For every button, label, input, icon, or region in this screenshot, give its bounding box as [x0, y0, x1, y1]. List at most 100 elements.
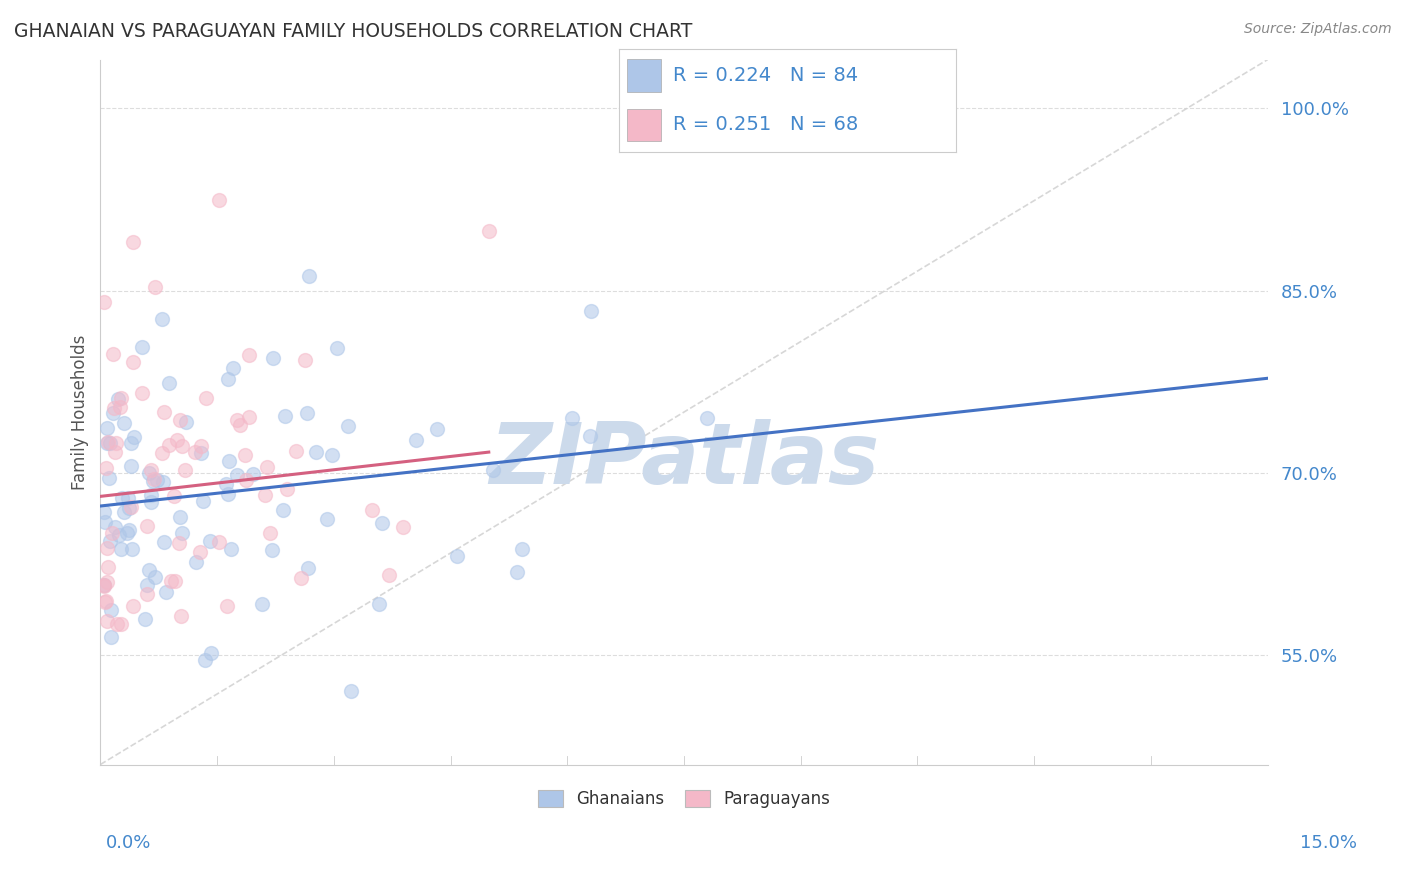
Point	[120, 435, 142, 450]
Point	[145, 570, 167, 584]
Point	[361, 503, 384, 517]
Point	[262, 543, 284, 558]
Point	[96, 421, 118, 435]
Text: R = 0.224   N = 84: R = 0.224 N = 84	[672, 66, 858, 86]
Point	[93, 578, 115, 592]
Point	[184, 445, 207, 459]
Point	[294, 793, 316, 807]
Point	[305, 445, 328, 459]
Point	[103, 347, 125, 361]
Point	[262, 351, 284, 365]
Point	[200, 646, 222, 660]
Text: GHANAIAN VS PARAGUAYAN FAMILY HOUSEHOLDS CORRELATION CHART: GHANAIAN VS PARAGUAYAN FAMILY HOUSEHOLDS…	[14, 22, 692, 41]
Point	[150, 446, 173, 460]
Text: R = 0.251   N = 68: R = 0.251 N = 68	[672, 115, 858, 135]
Point	[104, 520, 127, 534]
Point	[298, 268, 321, 283]
Point	[326, 341, 349, 355]
Point	[221, 542, 243, 557]
Point	[135, 518, 157, 533]
Point	[188, 782, 211, 797]
Point	[93, 295, 115, 310]
Point	[112, 505, 135, 519]
Point	[97, 471, 120, 485]
Point	[391, 520, 413, 534]
Point	[405, 433, 427, 447]
Point	[217, 372, 239, 386]
Point	[121, 355, 143, 369]
Point	[96, 614, 118, 628]
Point	[250, 597, 273, 611]
FancyBboxPatch shape	[627, 60, 661, 92]
Point	[96, 436, 118, 450]
Point	[155, 585, 177, 599]
Point	[194, 391, 217, 405]
Point	[110, 542, 132, 557]
Point	[138, 466, 160, 480]
Point	[141, 488, 163, 502]
Point	[98, 533, 121, 548]
Point	[153, 535, 176, 549]
Point	[426, 421, 449, 435]
Point	[108, 400, 131, 414]
Point	[215, 476, 238, 491]
Point	[143, 280, 166, 294]
Point	[166, 433, 188, 447]
Point	[217, 599, 239, 613]
Point	[193, 652, 215, 666]
Point	[94, 515, 117, 529]
Point	[143, 472, 166, 486]
Point	[134, 612, 156, 626]
Point	[96, 574, 118, 589]
Point	[118, 523, 141, 537]
Point	[103, 406, 125, 420]
Point	[478, 224, 501, 238]
Point	[184, 556, 207, 570]
Point	[482, 463, 505, 477]
Point	[259, 526, 281, 541]
Point	[170, 608, 193, 623]
Point	[115, 525, 138, 540]
Point	[506, 565, 529, 579]
Point	[120, 500, 142, 514]
Point	[254, 488, 277, 502]
Y-axis label: Family Households: Family Households	[72, 334, 89, 490]
Point	[96, 541, 118, 556]
Point	[276, 482, 298, 496]
Point	[107, 528, 129, 542]
Point	[225, 413, 247, 427]
Point	[193, 494, 215, 508]
Point	[165, 574, 187, 588]
Point	[208, 194, 231, 208]
Point	[190, 439, 212, 453]
Point	[139, 463, 162, 477]
Point	[510, 542, 533, 557]
Point	[122, 429, 145, 443]
Point	[160, 574, 183, 589]
Point	[190, 445, 212, 459]
Point	[578, 428, 600, 442]
FancyBboxPatch shape	[627, 109, 661, 141]
Point	[157, 376, 180, 391]
Point	[336, 419, 359, 434]
Point	[285, 444, 308, 458]
Point	[122, 235, 145, 250]
Point	[446, 549, 468, 563]
Point	[122, 599, 145, 614]
Point	[150, 312, 173, 326]
Point	[145, 473, 167, 487]
Point	[238, 410, 260, 425]
Point	[107, 392, 129, 406]
Point	[138, 563, 160, 577]
Point	[141, 495, 163, 509]
Point	[271, 503, 294, 517]
Point	[561, 411, 583, 425]
Point	[242, 467, 264, 481]
Point	[152, 404, 174, 418]
Point	[157, 438, 180, 452]
Point	[142, 474, 165, 488]
Point	[93, 579, 115, 593]
Point	[217, 487, 239, 501]
Point	[121, 541, 143, 556]
Point	[94, 460, 117, 475]
